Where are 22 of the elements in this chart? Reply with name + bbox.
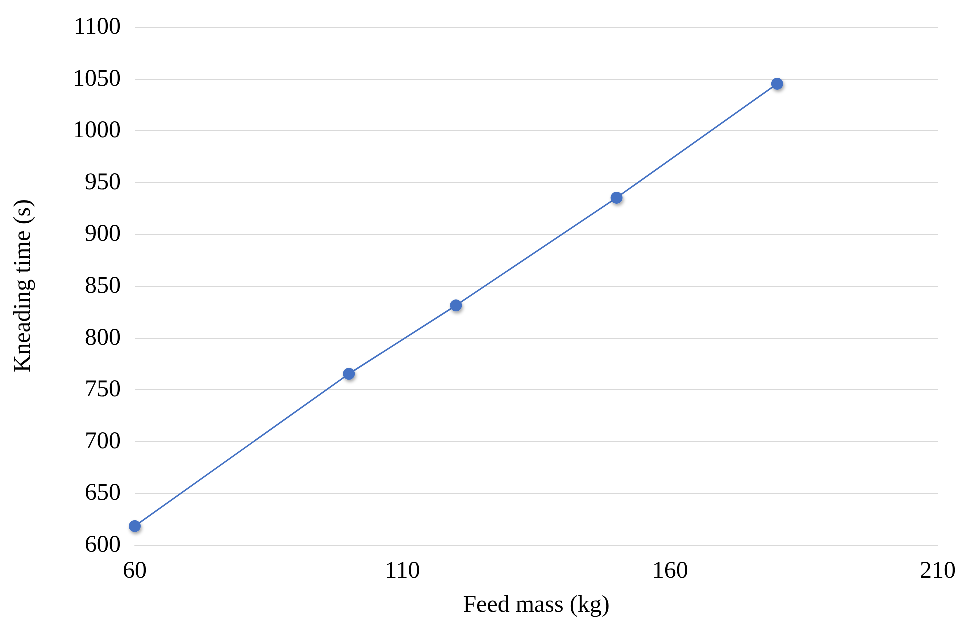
point bbox=[771, 78, 784, 90]
point bbox=[610, 192, 623, 204]
y-tick-label: 1000 bbox=[73, 118, 121, 144]
y-tick-label: 600 bbox=[85, 532, 121, 558]
x-tick-label: 160 bbox=[652, 558, 688, 584]
y-tick-label: 800 bbox=[85, 324, 121, 351]
y-tick-label: 850 bbox=[85, 273, 121, 299]
y-tick-label: 950 bbox=[85, 169, 121, 196]
point bbox=[343, 368, 356, 380]
y-tick-label: 700 bbox=[85, 428, 121, 454]
x-tick-label: 110 bbox=[385, 558, 420, 584]
y-tick-label: 900 bbox=[85, 221, 121, 248]
x-tick-label: 60 bbox=[123, 558, 147, 584]
y-axis-title: Kneading time (s) bbox=[10, 199, 36, 373]
y-tick-label: 750 bbox=[85, 376, 121, 403]
x-axis-title: Feed mass (kg) bbox=[463, 592, 610, 618]
point bbox=[450, 300, 462, 312]
y-tick-label: 1050 bbox=[73, 66, 121, 92]
point bbox=[129, 520, 141, 532]
y-tick-label: 1100 bbox=[74, 14, 121, 40]
x-tick-label: 210 bbox=[920, 558, 956, 584]
y-tick-label: 650 bbox=[85, 480, 121, 506]
